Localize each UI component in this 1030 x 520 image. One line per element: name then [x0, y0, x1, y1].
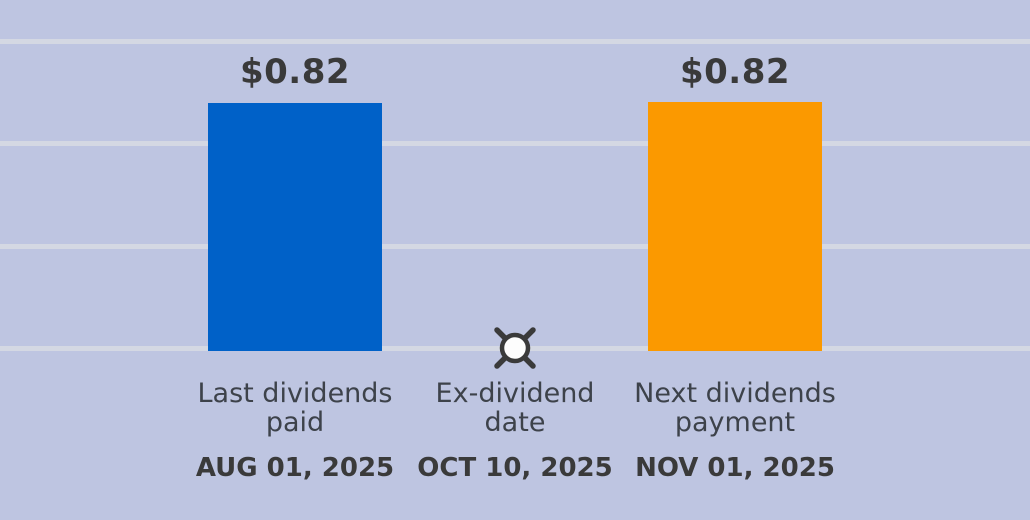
gridline [0, 141, 1030, 146]
last-dividends-bar[interactable] [208, 103, 382, 351]
category-line1: Next dividends [634, 378, 836, 409]
ex-dividend-group: Ex-dividend date OCT 10, 2025 [403, 0, 627, 520]
date-label: NOV 01, 2025 [635, 453, 835, 483]
category-label: Ex-dividend date [365, 379, 665, 437]
ex-dividend-marker-icon[interactable] [487, 320, 543, 376]
bar-value-label: $0.82 [239, 52, 351, 92]
category-label: Next dividends payment [585, 379, 885, 437]
date-label: OCT 10, 2025 [417, 453, 613, 483]
date-label: AUG 01, 2025 [195, 453, 395, 483]
category-line1: Ex-dividend [435, 378, 595, 409]
category-line2: payment [674, 407, 796, 438]
category-line2: paid [265, 407, 325, 438]
next-dividends-group: $0.82 Next dividends payment NOV 01, 202… [623, 0, 847, 520]
gridline [0, 244, 1030, 249]
category-label: Last dividends paid [145, 379, 445, 437]
next-dividends-bar[interactable] [648, 102, 822, 351]
bar-value-label: $0.82 [679, 52, 791, 92]
category-line1: Last dividends [197, 378, 393, 409]
gridline [0, 39, 1030, 44]
last-dividends-group: $0.82 Last dividends paid AUG 01, 2025 [183, 0, 407, 520]
category-line2: date [484, 407, 546, 438]
